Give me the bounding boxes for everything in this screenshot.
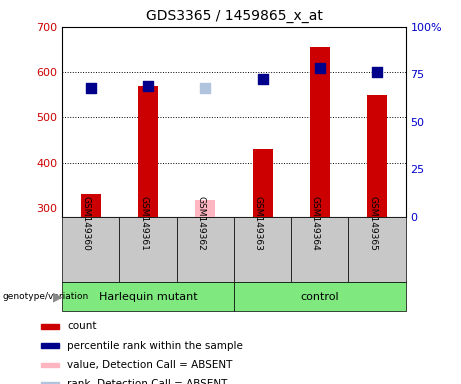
Point: [144, 83, 152, 89]
Point: [87, 85, 95, 91]
Point: [201, 85, 209, 91]
Bar: [62, 217, 119, 282]
Bar: [367, 95, 387, 217]
Bar: [253, 149, 272, 217]
Text: genotype/variation: genotype/variation: [2, 292, 89, 301]
Bar: [119, 217, 177, 282]
Text: GSM149363: GSM149363: [254, 196, 263, 251]
Text: ▶: ▶: [53, 290, 63, 303]
Text: GSM149364: GSM149364: [311, 196, 320, 251]
Point: [373, 69, 381, 75]
Text: GSM149362: GSM149362: [196, 196, 205, 251]
Text: percentile rank within the sample: percentile rank within the sample: [67, 341, 243, 351]
Bar: [138, 86, 158, 217]
Text: Harlequin mutant: Harlequin mutant: [99, 291, 197, 302]
Bar: [234, 282, 406, 311]
Bar: [81, 194, 101, 217]
Bar: [41, 382, 59, 384]
Bar: [41, 362, 59, 367]
Text: GSM149361: GSM149361: [139, 196, 148, 251]
Bar: [310, 47, 330, 217]
Bar: [234, 217, 291, 282]
Bar: [195, 200, 215, 217]
Title: GDS3365 / 1459865_x_at: GDS3365 / 1459865_x_at: [146, 9, 322, 23]
Text: GSM149365: GSM149365: [368, 196, 377, 251]
Bar: [177, 217, 234, 282]
Bar: [41, 343, 59, 348]
Text: rank, Detection Call = ABSENT: rank, Detection Call = ABSENT: [67, 379, 228, 384]
Text: count: count: [67, 321, 97, 331]
Point: [259, 76, 266, 82]
Text: control: control: [301, 291, 339, 302]
Bar: [62, 282, 234, 311]
Bar: [291, 217, 349, 282]
Bar: [349, 217, 406, 282]
Bar: [41, 324, 59, 329]
Text: GSM149360: GSM149360: [82, 196, 91, 251]
Point: [316, 65, 324, 71]
Text: value, Detection Call = ABSENT: value, Detection Call = ABSENT: [67, 360, 233, 370]
